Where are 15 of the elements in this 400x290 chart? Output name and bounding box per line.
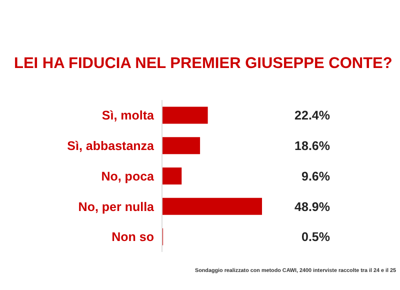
y-tick-label: No, poca [101,169,156,184]
chart-title: LEI HA FIDUCIA NEL PREMIER GIUSEPPE CONTE? [14,55,394,73]
data-label: 18.6% [294,138,330,153]
bar [162,106,208,124]
bar [162,167,182,184]
data-label: 48.9% [294,200,330,214]
bar [162,198,262,215]
bar [162,137,200,154]
data-label: 9.6% [302,169,330,184]
y-tick-label: No, per nulla [78,200,156,214]
data-label: 0.5% [302,230,330,244]
y-tick-label: Sì, abbastanza [67,139,156,154]
y-tick-label: Non so [112,230,154,244]
data-label: 22.4% [294,108,330,123]
y-tick-label: Sì, molta [102,108,156,123]
